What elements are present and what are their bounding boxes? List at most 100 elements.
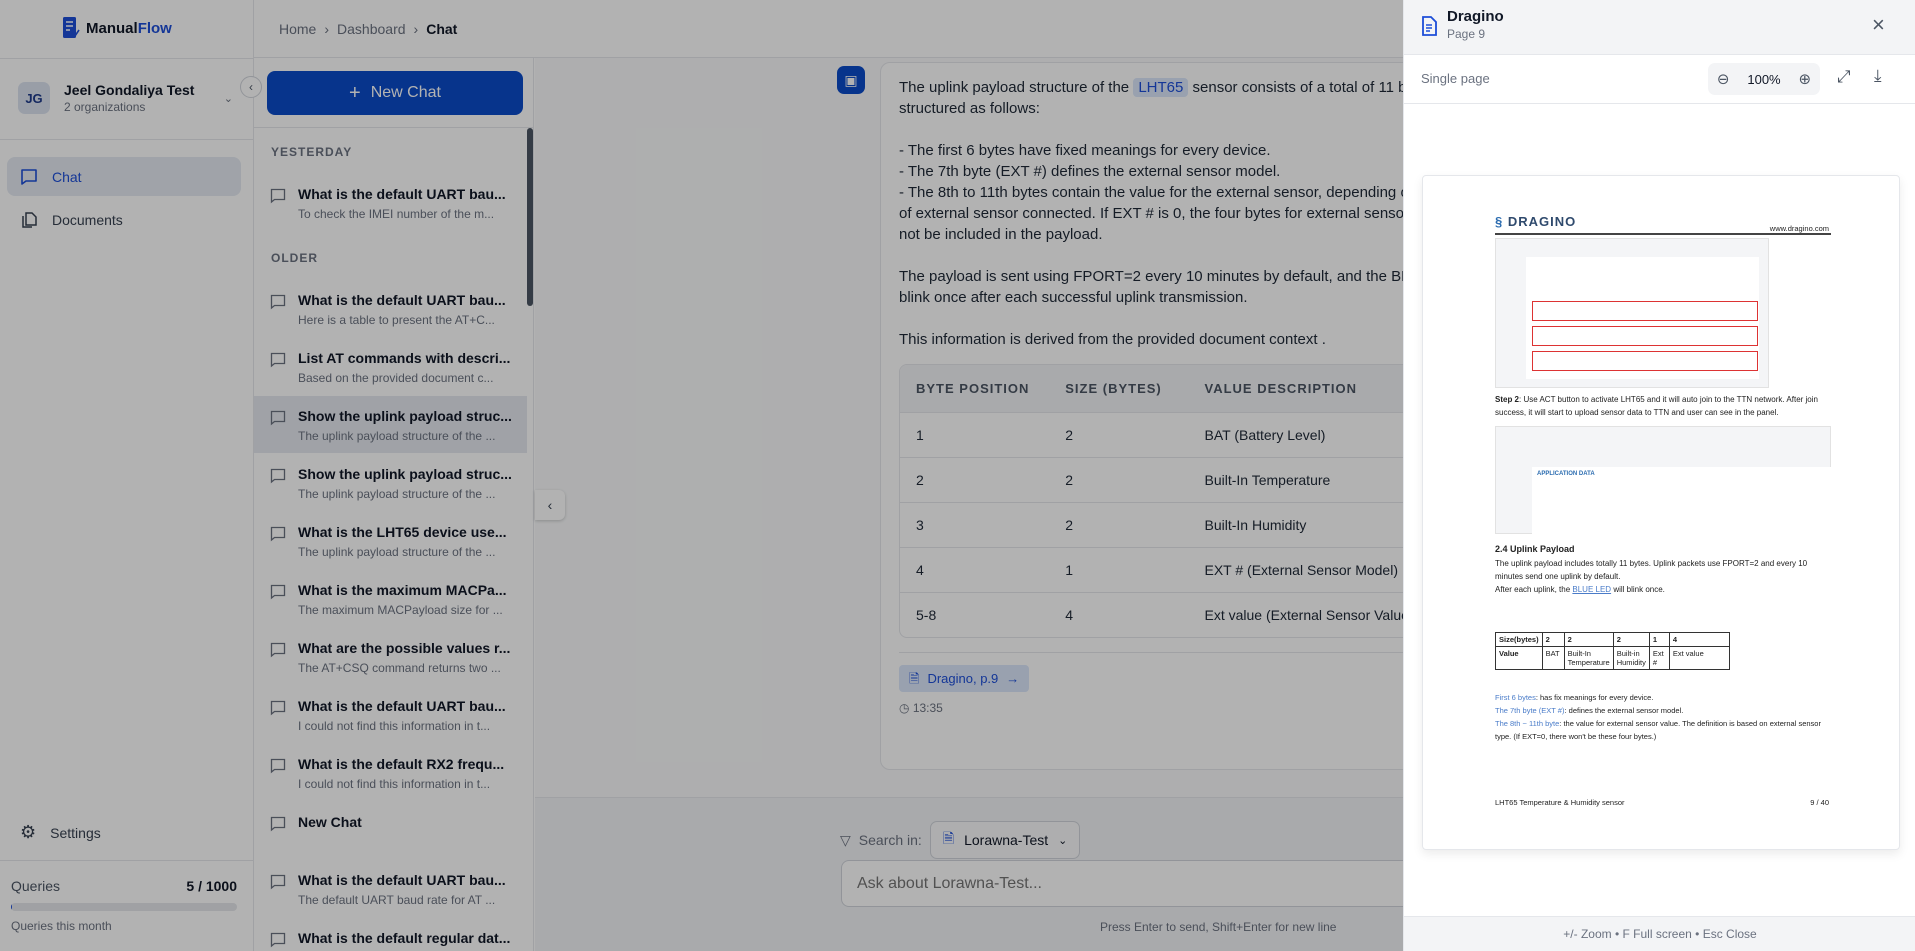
breadcrumb-dashboard[interactable]: Dashboard <box>337 20 406 37</box>
message-line: of external sensor connected. If EXT # i… <box>899 205 1440 222</box>
table-cell: BAT (Battery Level) <box>1188 412 1439 457</box>
chat-list-item[interactable]: What is the LHT65 device use... The uplin… <box>254 512 527 569</box>
brand-name: ManualFlow <box>86 19 172 37</box>
fullscreen-icon[interactable]: ⤢ <box>1837 67 1851 86</box>
table-cell: Built-In Humidity <box>1188 502 1439 547</box>
usage-meter: Queries 5 / 1000 Queries this month <box>11 878 237 933</box>
doc-footer: LHT65 Temperature & Humidity sensor <box>1495 798 1625 807</box>
chat-icon <box>270 932 286 948</box>
table-cell: 5-8 <box>900 592 1050 637</box>
table-cell: Ext value (External Sensor Value) <box>1188 592 1439 637</box>
chat-list-item[interactable]: What is the default UART bau... Here is a… <box>254 280 527 337</box>
chat-preview: To check the IMEI number of the m... <box>298 207 495 221</box>
dragino-logo: § DRAGINO <box>1495 214 1577 229</box>
doc-table-cell: Built-in Humidity <box>1612 646 1650 670</box>
table-cell: 2 <box>1049 412 1189 457</box>
source-citation-button[interactable]: 🗎 Dragino, p.9 → <box>899 665 1030 692</box>
chat-list-item[interactable]: What is the default UART bau... I could n… <box>254 686 527 743</box>
doc-table-cell: 4 <box>1668 632 1730 647</box>
org-switcher[interactable]: JG Jeel Gondaliya Test 2 organizations ⌄ <box>18 82 233 114</box>
chevron-left-icon: ‹ <box>547 497 553 513</box>
chat-list-item[interactable]: What is the default UART bau... To check … <box>254 174 527 231</box>
chat-title: Show the uplink payload struc... <box>298 466 512 482</box>
logo[interactable]: ManualFlow <box>62 16 172 40</box>
chat-list-item[interactable]: List AT commands with descri... Based on … <box>254 338 527 395</box>
download-icon[interactable]: ⤓ <box>1874 66 1882 85</box>
doc-table-row: Size(bytes) 2 2 2 1 4 <box>1495 632 1730 647</box>
zoom-level: 100% <box>1747 71 1781 87</box>
table-cell: 3 <box>900 502 1050 547</box>
chat-list-item[interactable]: What is the default regular dat...I coul… <box>254 918 527 951</box>
chevron-right-icon: › <box>413 20 419 37</box>
table-cell: 2 <box>1049 457 1189 502</box>
chat-title: What is the LHT65 device use... <box>298 524 507 540</box>
collapse-sidebar-button[interactable]: ‹ <box>240 76 262 98</box>
payload-table: BYTE POSITION SIZE (BYTES) VALUE DESCRIPTI… <box>899 364 1439 638</box>
chat-title: What is the default RX2 frequ... <box>298 756 505 772</box>
chat-title: What is the default UART bau... <box>298 186 506 202</box>
composer: ▽ Search in: 🗎Lorawna-Test⌄ Press Enter t… <box>535 797 1441 951</box>
chat-list-item[interactable]: Show the uplink payload struc... The upli… <box>254 454 527 511</box>
close-button[interactable]: × <box>1872 12 1885 37</box>
zoom-in-icon[interactable]: ⊕ <box>1798 71 1812 88</box>
scrollbar[interactable] <box>527 128 533 306</box>
nav-item-chat[interactable]: Chat <box>7 157 241 196</box>
modal-backdrop[interactable] <box>0 0 1403 951</box>
chat-main: ▣ The uplink payload structure of the LH… <box>535 58 1441 951</box>
chat-list-item[interactable]: New Chat <box>254 802 527 859</box>
chat-title: What is the default UART bau... <box>298 292 506 308</box>
doc-table-cell: Ext value <box>1668 646 1730 670</box>
doc-table-cell: 1 <box>1648 632 1670 647</box>
scope-dropdown[interactable]: 🗎 Lorawna-Test ⌄ <box>929 821 1081 859</box>
chat-preview: The uplink payload structure of the ... <box>298 545 496 559</box>
chat-input[interactable] <box>841 860 1441 907</box>
chat-list-item[interactable]: What is the default UART bau... The defau… <box>254 860 527 917</box>
chat-icon <box>270 352 286 368</box>
chat-preview: Based on the provided document c... <box>298 371 494 385</box>
expand-panel-button[interactable]: ‹ <box>535 490 565 520</box>
table-cell: EXT # (External Sensor Model) <box>1188 547 1439 592</box>
table-header: BYTE POSITION <box>900 365 1050 412</box>
document-page: § DRAGINO www.dragino.com Step 2: Use AC… <box>1422 175 1900 850</box>
nav-label: Chat <box>52 168 82 185</box>
new-chat-button[interactable]: + New Chat <box>267 71 523 115</box>
table-row: 1 2 BAT (Battery Level) <box>900 412 1439 457</box>
document-icon <box>1422 16 1437 36</box>
chat-list-item[interactable]: What is the maximum MACPa... The maximum … <box>254 570 527 627</box>
table-row: 3 2 Built-In Humidity <box>900 502 1439 547</box>
nav-label: Documents <box>52 211 123 228</box>
section-older: OLDER <box>271 251 318 265</box>
chat-title: List AT commands with descri... <box>298 350 511 366</box>
entity-tag[interactable]: LHT65 <box>1133 78 1189 97</box>
table-cell: 2 <box>1049 502 1189 547</box>
doc-step: Step 2: Use ACT button to activate LHT65… <box>1495 395 1818 417</box>
table-cell: 1 <box>1049 547 1189 592</box>
nav-item-settings[interactable]: ⚙ Settings <box>7 813 241 852</box>
table-row: 5-8 4 Ext value (External Sensor Value) <box>900 592 1439 637</box>
view-mode[interactable]: Single page <box>1421 71 1490 86</box>
usage-value: 5 / 1000 <box>186 878 237 894</box>
table-row: 4 1 EXT # (External Sensor Model) <box>900 547 1439 592</box>
nav-item-documents[interactable]: Documents <box>7 200 241 239</box>
filter-icon: ▽ <box>840 831 851 848</box>
usage-sub: Queries this month <box>11 919 112 933</box>
chat-list-item[interactable]: What is the default RX2 frequ... I could … <box>254 744 527 801</box>
chat-list-item[interactable]: Show the uplink payload struc... The upli… <box>254 396 527 453</box>
usage-label: Queries <box>11 878 61 894</box>
chat-icon <box>270 294 286 310</box>
chat-title: What is the default regular dat... <box>298 930 511 946</box>
doc-payload-table: Size(bytes) 2 2 2 1 4 Value BAT Built-In Tempera… <box>1495 632 1730 670</box>
assistant-message: The uplink payload structure of the LHT6… <box>880 62 1440 770</box>
chat-list-item[interactable]: What are the possible values r... The AT+… <box>254 628 527 685</box>
zoom-out-icon[interactable]: ⊖ <box>1716 71 1730 88</box>
breadcrumb-home[interactable]: Home <box>279 20 317 37</box>
arrow-right-icon: → <box>1006 671 1020 686</box>
table-header: VALUE DESCRIPTION <box>1188 365 1439 412</box>
doc-table-cell: Value <box>1495 646 1543 670</box>
message-line: The payload is sent using FPORT=2 every … <box>899 268 1440 285</box>
doc-table-cell: 2 <box>1563 632 1614 647</box>
doc-page-number: 9 / 40 <box>1810 798 1829 807</box>
message-timestamp: ◷ 13:35 <box>899 701 943 715</box>
document-viewer: Dragino Page 9 × Single page ⊖ 100% ⊕ ⤢ … <box>1403 0 1915 951</box>
table-header: SIZE (BYTES) <box>1049 365 1189 412</box>
